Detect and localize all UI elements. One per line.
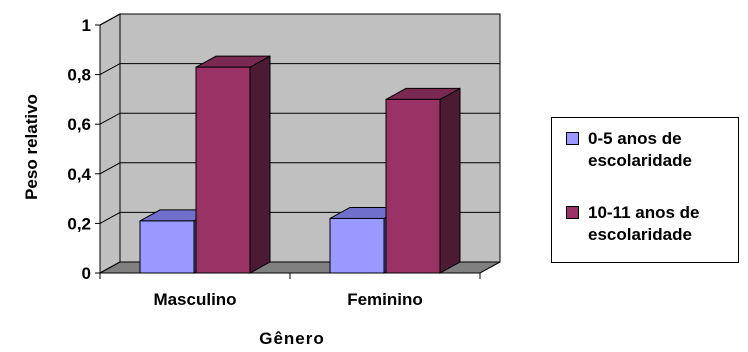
bar-side (249, 55, 271, 274)
gridline-5 (99, 13, 500, 26)
x-tick-label-feminino: Feminino (347, 290, 423, 309)
legend: 0-5 anos de escolaridade 10-11 anos de e… (551, 117, 739, 263)
x-axis-title: Gênero (259, 329, 325, 348)
bar-masculino-series-2 (195, 55, 271, 274)
y-tick-labels: 0 0,2 0,4 0,6 0,8 1 (67, 16, 91, 283)
y-tick-label-4: 0,8 (67, 66, 91, 85)
legend-swatch-series-1 (566, 132, 579, 145)
x-tick-label-masculino: Masculino (153, 290, 236, 309)
y-tick-label-3: 0,6 (67, 115, 91, 134)
bars (139, 55, 461, 274)
gridline-4 (99, 63, 500, 76)
legend-swatch-series-2 (566, 206, 579, 219)
y-tick-label-2: 0,4 (67, 165, 91, 184)
x-tick-labels: Masculino Feminino (153, 290, 422, 309)
y-axis-title: Peso relativo (22, 94, 41, 200)
bar-front (385, 98, 441, 274)
axes (95, 24, 481, 279)
legend-label-series-1: 0-5 anos de escolaridade (588, 129, 692, 170)
bar-feminino-series-2 (385, 87, 461, 274)
y-tick-label-0: 0 (82, 264, 91, 283)
gridline-2 (99, 162, 500, 175)
bar-front (329, 217, 385, 274)
bar-side (439, 87, 461, 274)
side-wall (99, 13, 121, 274)
gridline-3 (99, 112, 500, 125)
legend-label-series-2: 10-11 anos de escolaridade (588, 203, 700, 244)
bar-front (139, 220, 195, 274)
y-tick-label-1: 0,2 (67, 214, 91, 233)
y-tick-label-5: 1 (82, 16, 91, 35)
bar-front (195, 66, 251, 274)
